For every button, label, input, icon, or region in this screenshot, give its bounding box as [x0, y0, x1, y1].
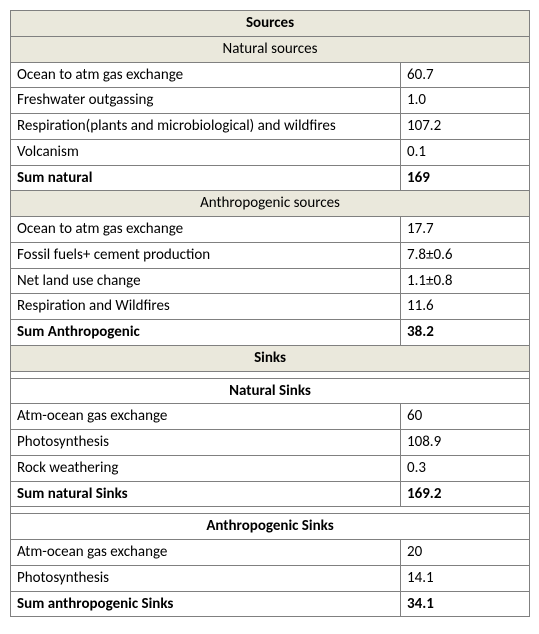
- row-label: Ocean to atm gas exchange: [11, 217, 401, 243]
- sum-row: Sum anthropogenic Sinks 34.1: [11, 591, 530, 617]
- row-label: Volcanism: [11, 139, 401, 165]
- row-label: Freshwater outgassing: [11, 88, 401, 114]
- row-value: 0.3: [401, 455, 530, 481]
- table-row: Photosynthesis 108.9: [11, 430, 530, 456]
- table-row: Atm-ocean gas exchange 20: [11, 540, 530, 566]
- table-row: Ocean to atm gas exchange 17.7: [11, 217, 530, 243]
- row-label: Rock weathering: [11, 455, 401, 481]
- natural-sinks-header: Natural Sinks: [11, 378, 530, 404]
- table-row: Respiration and Wildfires 11.6: [11, 294, 530, 320]
- table-row: Photosynthesis 14.1: [11, 565, 530, 591]
- carbon-flux-table: Sources Natural sources Ocean to atm gas…: [10, 10, 530, 617]
- row-label: Photosynthesis: [11, 565, 401, 591]
- row-label: Photosynthesis: [11, 430, 401, 456]
- row-value: 20: [401, 540, 530, 566]
- table-row: Atm-ocean gas exchange 60: [11, 404, 530, 430]
- row-value: 11.6: [401, 294, 530, 320]
- row-label: Net land use change: [11, 268, 401, 294]
- row-value: 60: [401, 404, 530, 430]
- row-label: Sum natural: [11, 165, 401, 191]
- sources-header: Sources: [11, 11, 530, 37]
- row-label: Sum natural Sinks: [11, 481, 401, 507]
- row-value: 1.1±0.8: [401, 268, 530, 294]
- table-row: Net land use change 1.1±0.8: [11, 268, 530, 294]
- row-value: 108.9: [401, 430, 530, 456]
- table-row: Volcanism 0.1: [11, 139, 530, 165]
- sum-row: Sum natural Sinks 169.2: [11, 481, 530, 507]
- row-value: 14.1: [401, 565, 530, 591]
- row-value: 107.2: [401, 114, 530, 140]
- row-label: Fossil fuels+ cement production: [11, 242, 401, 268]
- row-value: 169: [401, 165, 530, 191]
- anthropogenic-sinks-header: Anthropogenic Sinks: [11, 514, 530, 540]
- row-label: Atm-ocean gas exchange: [11, 404, 401, 430]
- row-value: 7.8±0.6: [401, 242, 530, 268]
- row-label: Sum Anthropogenic: [11, 320, 401, 346]
- row-value: 1.0: [401, 88, 530, 114]
- row-label: Respiration(plants and microbiological) …: [11, 114, 401, 140]
- sum-row: Sum natural 169: [11, 165, 530, 191]
- row-label: Atm-ocean gas exchange: [11, 540, 401, 566]
- row-value: 17.7: [401, 217, 530, 243]
- row-value: 38.2: [401, 320, 530, 346]
- anthropogenic-sources-header: Anthropogenic sources: [11, 191, 530, 217]
- row-value: 60.7: [401, 62, 530, 88]
- sum-row: Sum Anthropogenic 38.2: [11, 320, 530, 346]
- natural-sources-header: Natural sources: [11, 36, 530, 62]
- table-row: Ocean to atm gas exchange 60.7: [11, 62, 530, 88]
- table-row: Respiration(plants and microbiological) …: [11, 114, 530, 140]
- table-row: Rock weathering 0.3: [11, 455, 530, 481]
- table-row: Fossil fuels+ cement production 7.8±0.6: [11, 242, 530, 268]
- row-label: Sum anthropogenic Sinks: [11, 591, 401, 617]
- row-value: 0.1: [401, 139, 530, 165]
- row-label: Ocean to atm gas exchange: [11, 62, 401, 88]
- table-row: Freshwater outgassing 1.0: [11, 88, 530, 114]
- row-label: Respiration and Wildfires: [11, 294, 401, 320]
- row-value: 169.2: [401, 481, 530, 507]
- sinks-header: Sinks: [11, 345, 530, 371]
- row-value: 34.1: [401, 591, 530, 617]
